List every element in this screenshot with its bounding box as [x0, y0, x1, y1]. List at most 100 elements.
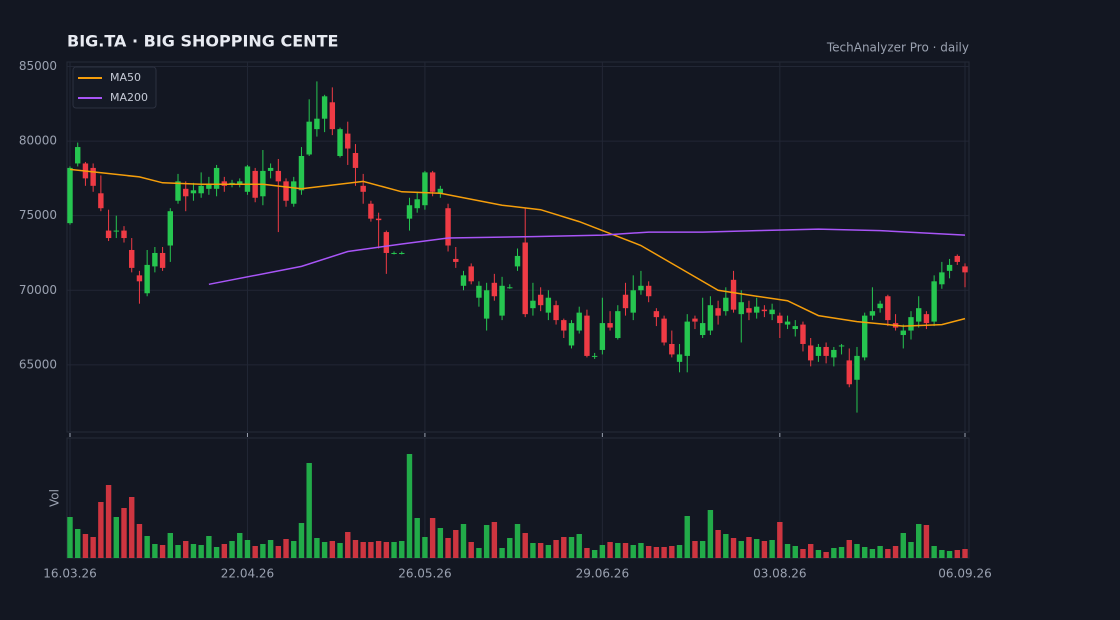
candle-body: [800, 324, 806, 344]
volume-bar: [468, 542, 474, 558]
candle-body: [962, 266, 968, 273]
candle-body: [638, 285, 644, 291]
candle-body: [360, 185, 366, 192]
candle-body: [669, 343, 675, 355]
candle-body: [105, 230, 112, 239]
volume-bar: [75, 529, 81, 558]
volume-bar: [476, 548, 482, 558]
candle-body: [113, 230, 119, 232]
volume-bar: [761, 541, 768, 558]
volume-bar: [437, 528, 444, 558]
candle-body: [645, 285, 652, 297]
candle-body: [885, 296, 891, 321]
candle-body: [761, 309, 768, 312]
volume-bar: [638, 543, 644, 558]
volume-bar: [568, 537, 575, 558]
candle-body: [429, 172, 436, 192]
volume-bar: [260, 544, 266, 558]
candle-body: [615, 311, 621, 339]
x-tick-label: 03.08.26: [753, 567, 806, 581]
volume-bar: [321, 542, 328, 558]
volume-bar: [877, 546, 883, 558]
candle-body: [491, 282, 498, 297]
volume-bar: [576, 534, 582, 558]
volume-bar: [661, 547, 667, 558]
volume-label: Vol: [48, 489, 62, 507]
y-tick-label: 80000: [19, 134, 57, 148]
volume-bar: [807, 544, 814, 558]
volume-bar: [237, 533, 243, 558]
candle-body: [152, 252, 158, 267]
volume-bar: [414, 518, 420, 558]
volume-bar: [545, 545, 552, 558]
candle-body: [622, 294, 629, 309]
candle-body: [483, 290, 490, 319]
candle-body: [784, 321, 791, 325]
volume-bar: [854, 544, 860, 558]
volume-bar: [499, 548, 505, 558]
candle-body: [445, 208, 451, 246]
volume-bar: [391, 542, 397, 558]
candle-body: [699, 323, 706, 336]
volume-bar: [445, 538, 451, 558]
candle-body: [676, 354, 683, 362]
candle-body: [67, 167, 73, 224]
volume-bar: [221, 544, 228, 558]
candle-body: [406, 205, 413, 219]
candle-body: [352, 153, 359, 168]
volume-bar: [846, 540, 852, 558]
candle-body: [807, 345, 814, 361]
price-pane: [66, 61, 970, 433]
candle-body: [923, 314, 930, 324]
volume-bar: [900, 533, 906, 558]
candle-body: [159, 252, 166, 268]
candle-body: [916, 308, 922, 322]
volume-bar: [314, 538, 320, 558]
legend: MA50 MA200: [72, 66, 157, 109]
volume-bar: [67, 517, 73, 558]
volume-bar: [838, 547, 845, 558]
candle-body: [723, 297, 729, 312]
volume-bar: [306, 463, 312, 558]
volume-bar: [892, 546, 899, 558]
candle-body: [900, 330, 906, 336]
volume-bar: [267, 540, 274, 558]
volume-bar: [715, 530, 721, 558]
volume-bar: [699, 541, 706, 558]
volume-bar: [98, 502, 104, 558]
candle-body: [213, 167, 220, 189]
volume-bar: [923, 525, 930, 558]
volume-bar: [329, 541, 336, 558]
candle-body: [746, 308, 752, 313]
candle-body: [599, 323, 606, 350]
volume-bar: [206, 536, 212, 558]
candle-body: [507, 287, 513, 289]
volume-bar: [105, 485, 112, 558]
volume-bar: [167, 533, 174, 558]
volume-bar: [113, 517, 119, 558]
subtitle: TechAnalyzer Pro · daily: [826, 41, 969, 55]
candle-body: [499, 285, 505, 316]
candle-body: [468, 266, 474, 282]
candle-body: [715, 308, 721, 316]
volume-bar: [607, 542, 613, 558]
volume-bar: [152, 544, 158, 558]
volume-bar: [916, 524, 922, 558]
candle-body: [175, 181, 181, 201]
candle-body: [98, 193, 104, 209]
y-tick-label: 70000: [19, 283, 57, 297]
volume-bar: [584, 548, 590, 558]
volume-bar: [931, 546, 937, 558]
volume-bar: [483, 525, 490, 558]
volume-bar: [723, 534, 729, 558]
volume-bar: [908, 542, 914, 558]
volume-bar: [252, 546, 258, 558]
candle-body: [553, 305, 559, 321]
volume-bar: [669, 546, 675, 558]
volume-bar: [645, 546, 652, 558]
volume-bar: [800, 549, 806, 558]
x-tick-label: 29.06.26: [576, 567, 629, 581]
candle-body: [198, 185, 204, 194]
volume-bar: [561, 537, 567, 558]
